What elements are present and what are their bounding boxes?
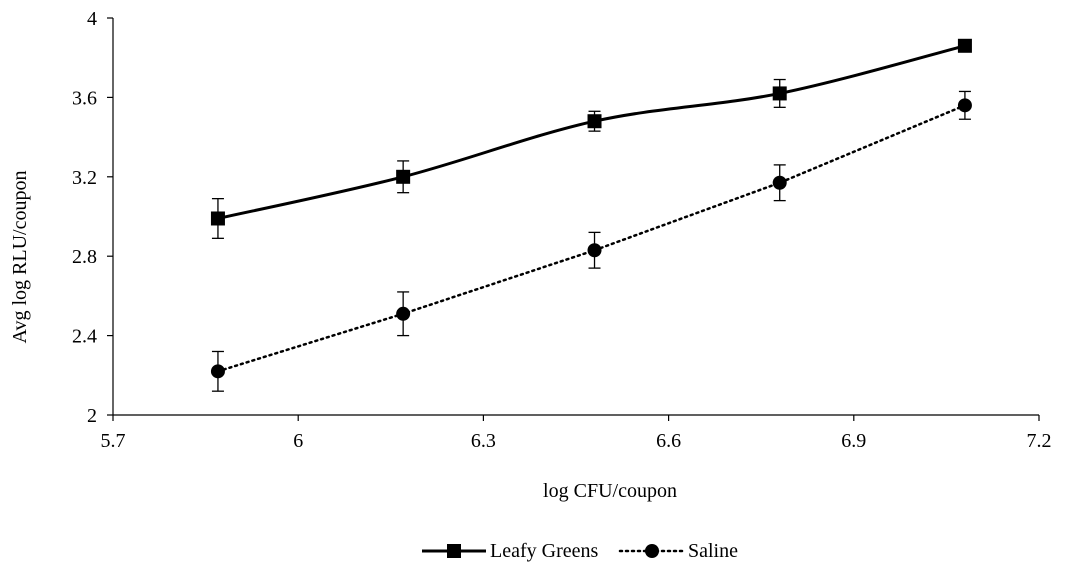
x-tick-label: 6.6	[656, 430, 681, 452]
data-point-leafy-greens	[396, 169, 411, 184]
legend-marker-saline	[645, 544, 659, 558]
y-tick-label: 4	[87, 8, 97, 30]
series-line-leafy-greens	[217, 44, 966, 220]
x-axis-label: log CFU/coupon	[543, 480, 677, 502]
y-axis-ticks: 2 2.4 2.8 3.2 3.6 4	[72, 8, 113, 427]
legend: Leafy Greens Saline	[422, 540, 738, 562]
data-point-saline	[772, 175, 787, 190]
data-point-leafy-greens	[210, 211, 225, 226]
series-leafy-greens	[210, 38, 972, 239]
y-tick-label: 3.2	[72, 167, 97, 189]
x-tick-label: 5.7	[101, 430, 126, 452]
data-point-saline	[587, 243, 602, 258]
x-tick-label: 6.9	[841, 430, 866, 452]
y-tick-label: 2.8	[72, 246, 97, 268]
legend-marker-leafy-greens	[447, 544, 461, 558]
legend-label-leafy-greens: Leafy Greens	[490, 540, 598, 562]
x-axis-ticks: 5.7 6 6.3 6.6 6.9 7.2	[101, 415, 1052, 452]
data-point-saline	[210, 364, 225, 379]
x-tick-label: 6.3	[471, 430, 496, 452]
series-line-saline	[216, 104, 967, 373]
legend-item-leafy-greens: Leafy Greens	[422, 540, 598, 562]
y-tick-label: 3.6	[72, 87, 97, 109]
y-axis-label: Avg log RLU/coupon	[9, 171, 31, 344]
x-tick-label: 6	[293, 430, 303, 452]
legend-item-saline: Saline	[618, 540, 738, 562]
series-layer	[210, 38, 972, 392]
y-tick-label: 2.4	[72, 326, 97, 348]
x-tick-label: 7.2	[1027, 430, 1052, 452]
data-point-leafy-greens	[587, 114, 602, 129]
y-tick-label: 2	[87, 405, 97, 427]
data-point-leafy-greens	[957, 38, 972, 53]
data-point-leafy-greens	[772, 86, 787, 101]
series-saline	[210, 90, 972, 392]
data-point-saline	[957, 98, 972, 113]
legend-label-saline: Saline	[688, 540, 738, 562]
axes	[112, 18, 1039, 416]
data-point-saline	[396, 306, 411, 321]
